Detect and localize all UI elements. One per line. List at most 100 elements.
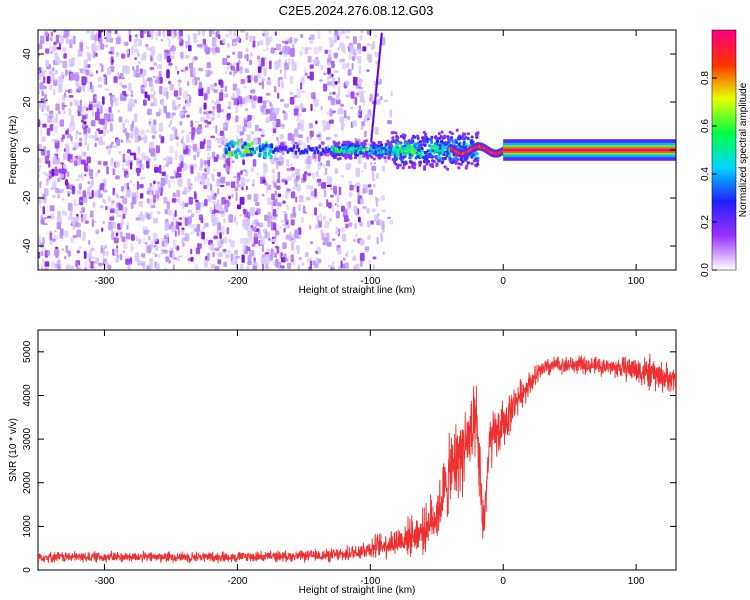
spectrogram-signal-cell (454, 161, 458, 165)
spectrogram-noise-cell (118, 204, 123, 211)
spectrogram-noise-cell (176, 190, 181, 198)
spectrogram-noise-cell (89, 176, 94, 179)
spectrogram-noise-cell (177, 255, 183, 258)
spectrogram-noise-cell (79, 132, 82, 135)
spectrogram-noise-cell (267, 220, 271, 228)
spectrogram-signal-cell (408, 153, 412, 157)
spectrogram-noise-cell (182, 241, 185, 247)
spectrogram-signal-cell (388, 146, 392, 150)
spectrogram-noise-cell (280, 124, 285, 127)
spectrogram-streak-cell (370, 138, 373, 142)
spectrogram-noise-cell (273, 252, 277, 258)
spectrogram-noise-cell (69, 88, 73, 94)
spectrogram-noise-cell (184, 202, 189, 207)
spectrogram-noise-cell (119, 72, 124, 77)
spectrogram-noise-cell (75, 261, 79, 266)
spectrogram-noise-cell (139, 159, 142, 168)
spectrogram-noise-cell (172, 252, 175, 260)
spectrogram-xtick-label: -100 (360, 276, 380, 287)
spectrogram-noise-cell (117, 71, 120, 81)
spectrogram-signal-cell (440, 140, 444, 144)
spectrogram-noise-cell (359, 221, 363, 227)
spectrogram-noise-cell (63, 110, 66, 115)
spectrogram-signal-cell (372, 142, 376, 146)
spectrogram-noise-cell (38, 119, 41, 127)
spectrogram-noise-cell (222, 124, 227, 128)
spectrogram-noise-cell (43, 70, 47, 73)
spectrogram-noise-cell (71, 186, 76, 195)
spectrogram-noise-cell (290, 163, 293, 167)
spectrogram-noise-cell (301, 46, 304, 50)
spectrogram-signal-cell (475, 152, 479, 156)
spectrogram-noise-cell (62, 248, 65, 251)
spectrogram-noise-cell (88, 169, 94, 177)
spectrogram-noise-cell (54, 125, 59, 134)
spectrogram-noise-cell (52, 156, 58, 165)
spectrogram-noise-cell (47, 215, 52, 219)
spectrogram-signal-cell (292, 144, 296, 149)
spectrogram-noise-cell (49, 45, 51, 51)
spectrogram-noise-cell (214, 202, 218, 210)
spectrogram-noise-cell (42, 146, 47, 151)
spectrogram-streak-cell (372, 178, 375, 181)
spectrogram-signal-cell (441, 144, 445, 148)
spectrogram-noise-cell (257, 96, 263, 104)
spectrogram-noise-cell (339, 103, 344, 107)
spectrogram-noise-cell (251, 100, 256, 109)
spectrogram-signal-cell (450, 132, 454, 136)
spectrogram-noise-cell (202, 225, 206, 230)
spectrogram-noise-cell (168, 156, 172, 162)
spectrogram-noise-cell (360, 91, 364, 100)
colorbar-gradient (711, 29, 737, 271)
spectrogram-signal-cell (399, 148, 403, 152)
spectrogram-noise-cell (223, 261, 227, 268)
spectrogram-noise-cell (181, 129, 185, 134)
spectrogram-signal-cell (392, 148, 395, 152)
spectrogram-signal-cell (364, 139, 368, 143)
spectrogram-noise-cell (387, 120, 392, 125)
spectrogram-noise-cell (295, 196, 298, 203)
spectrogram-noise-cell (134, 252, 140, 262)
spectrogram-noise-cell (198, 87, 204, 97)
spectrogram-signal-cell (474, 163, 478, 167)
spectrogram-noise-cell (66, 133, 72, 139)
spectrogram-noise-cell (204, 222, 209, 228)
spectrogram-noise-cell (87, 181, 91, 185)
spectrogram-noise-cell (39, 82, 44, 90)
spectrogram-noise-cell (85, 69, 90, 76)
spectrogram-noise-cell (209, 183, 213, 192)
spectrogram-noise-cell (183, 90, 188, 100)
spectrogram-noise-cell (201, 30, 206, 36)
spectrogram-noise-cell (247, 115, 252, 121)
spectrogram-noise-cell (196, 227, 199, 237)
spectrogram-noise-cell (163, 196, 168, 204)
spectrogram-noise-cell (325, 232, 330, 242)
spectrogram-signal-cell (308, 146, 312, 151)
spectrogram-streak-cell (375, 86, 378, 91)
spectrogram-noise-cell (225, 181, 230, 186)
spectrogram-noise-cell (239, 238, 244, 244)
spectrogram-noise-cell (174, 230, 177, 237)
spectrogram-streak-cell (375, 197, 378, 201)
spectrogram-noise-cell (236, 124, 242, 134)
spectrogram-noise-cell (126, 182, 130, 188)
spectrogram-noise-cell (236, 89, 241, 96)
spectrogram-noise-cell (76, 203, 79, 206)
spectrogram-noise-cell (212, 195, 217, 200)
spectrogram-noise-cell (331, 83, 336, 88)
spectrogram-noise-cell (309, 64, 314, 69)
spectrogram-noise-cell (95, 70, 98, 74)
spectrogram-noise-cell (294, 128, 299, 137)
spectrogram-noise-cell (212, 168, 216, 172)
spectrogram-signal-cell (445, 150, 449, 154)
spectrogram-noise-cell (130, 91, 133, 95)
spectrogram-noise-cell (354, 184, 357, 188)
spectrogram-noise-cell (90, 179, 94, 187)
spectrogram-noise-cell (277, 171, 281, 180)
spectrogram-noise-cell (42, 123, 47, 128)
spectrogram-noise-cell (251, 250, 255, 256)
spectrogram-noise-cell (295, 168, 300, 176)
spectrogram-signal-cell (351, 147, 355, 151)
spectrogram-signal-cell (420, 147, 424, 150)
spectrogram-signal-cell (285, 147, 288, 152)
